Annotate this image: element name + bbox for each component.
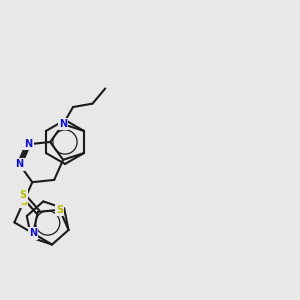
Text: S: S — [20, 190, 27, 200]
Text: S: S — [20, 197, 27, 207]
Text: S: S — [56, 205, 63, 215]
Text: N: N — [24, 139, 32, 149]
Text: N: N — [59, 119, 67, 129]
Text: N: N — [29, 228, 37, 239]
Text: N: N — [15, 159, 23, 170]
